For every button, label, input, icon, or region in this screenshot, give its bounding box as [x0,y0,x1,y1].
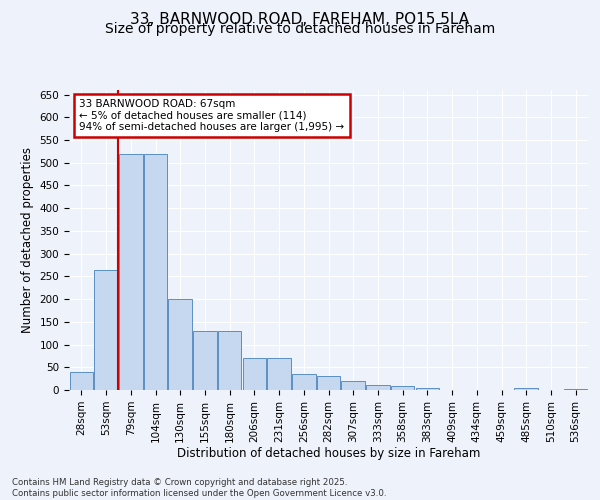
Bar [317,376,340,390]
Text: 33 BARNWOOD ROAD: 67sqm
← 5% of detached houses are smaller (114)
94% of semi-de: 33 BARNWOOD ROAD: 67sqm ← 5% of detached… [79,99,344,132]
Bar [169,299,192,390]
Bar [70,372,93,390]
Bar [119,154,143,390]
Text: Contains HM Land Registry data © Crown copyright and database right 2025.
Contai: Contains HM Land Registry data © Crown c… [12,478,386,498]
Bar [341,381,365,390]
Text: Size of property relative to detached houses in Fareham: Size of property relative to detached ho… [105,22,495,36]
Bar [218,331,241,390]
Bar [94,270,118,390]
Bar [366,384,389,390]
Bar [391,386,415,390]
Bar [242,358,266,390]
Bar [416,388,439,390]
Y-axis label: Number of detached properties: Number of detached properties [21,147,34,333]
Bar [144,154,167,390]
Bar [292,374,316,390]
Text: 33, BARNWOOD ROAD, FAREHAM, PO15 5LA: 33, BARNWOOD ROAD, FAREHAM, PO15 5LA [130,12,470,28]
Bar [268,358,291,390]
Bar [564,389,587,390]
X-axis label: Distribution of detached houses by size in Fareham: Distribution of detached houses by size … [177,448,480,460]
Bar [514,388,538,390]
Bar [193,331,217,390]
